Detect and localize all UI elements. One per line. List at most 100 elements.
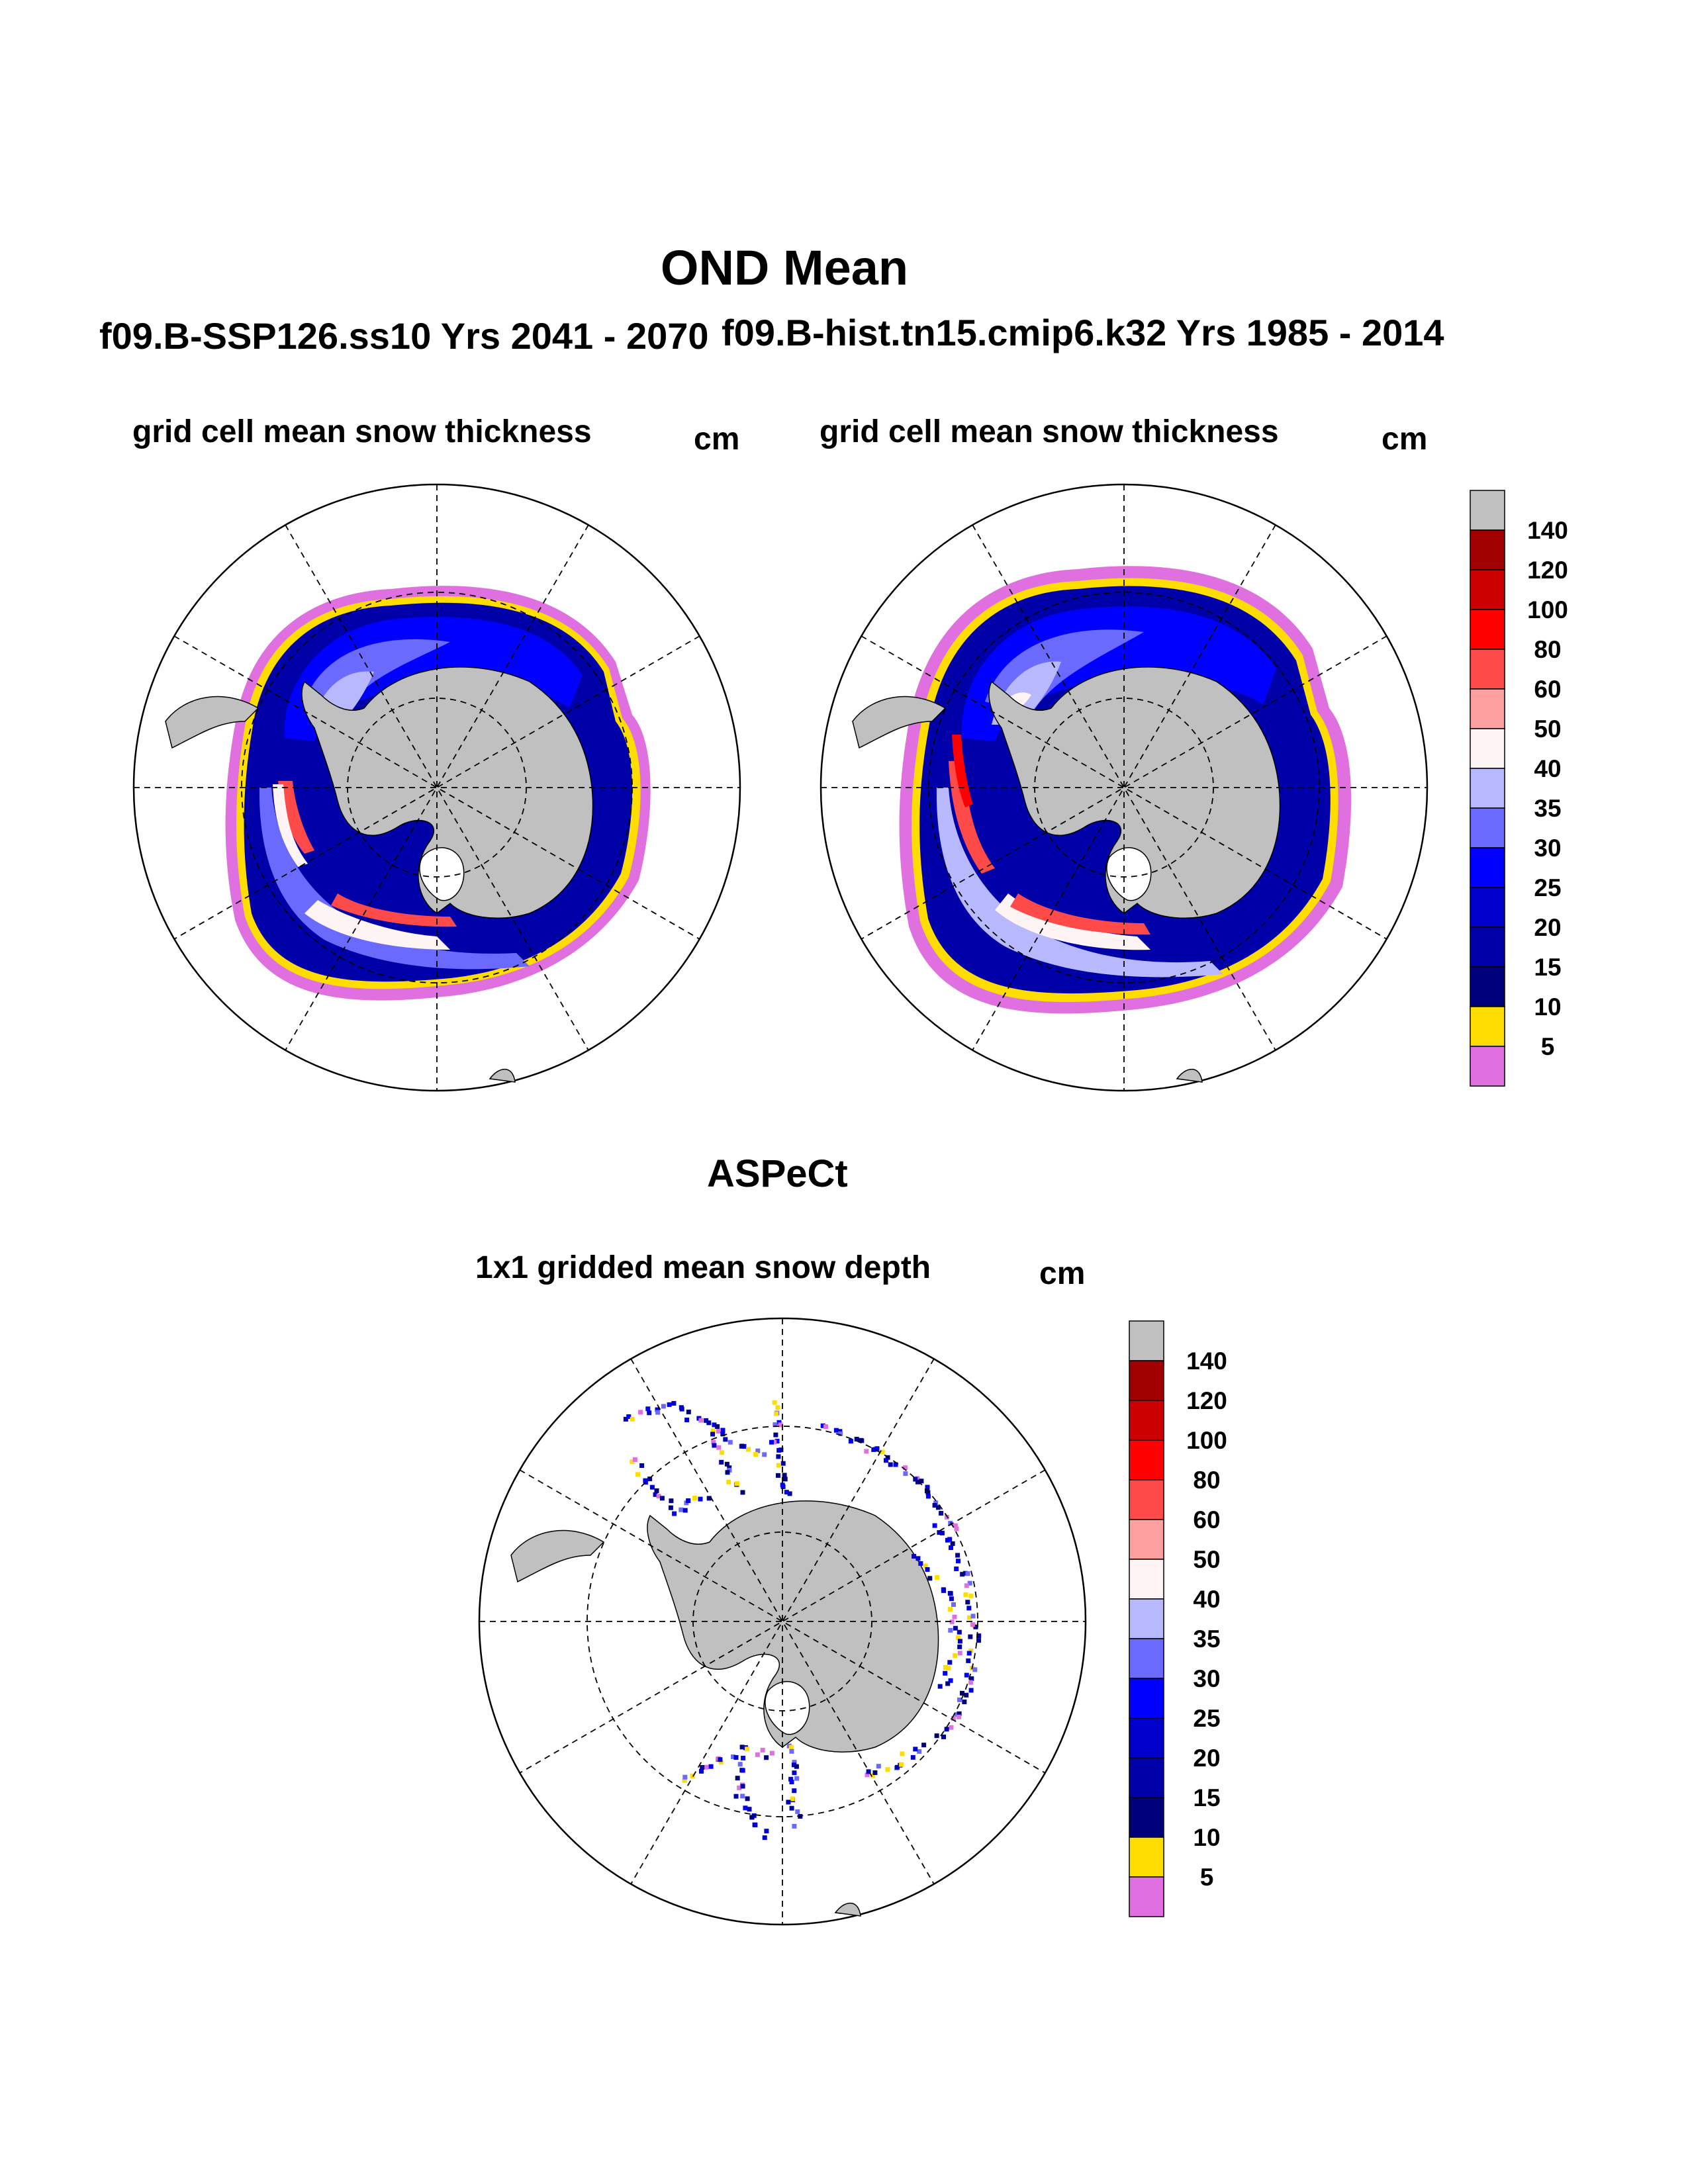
observation-cell (655, 1407, 660, 1412)
observation-cell (739, 1745, 745, 1750)
observation-cell (704, 1418, 709, 1423)
observation-cell (686, 1498, 691, 1503)
observation-cell (873, 1447, 878, 1452)
observation-cell (963, 1592, 968, 1598)
observation-cell (964, 1583, 969, 1588)
observation-cell (719, 1450, 724, 1455)
colorbar-swatch (1129, 1320, 1164, 1361)
observation-cell (895, 1764, 900, 1770)
observation-cell (746, 1447, 751, 1452)
colorbar-swatch (1129, 1717, 1164, 1758)
observation-cell (727, 1465, 732, 1471)
observation-cell (951, 1716, 956, 1721)
observation-cell (655, 1410, 661, 1415)
observation-cell (948, 1520, 953, 1525)
panel-left-units: cm (694, 422, 740, 457)
observation-cell (682, 1778, 687, 1783)
colorbar-swatch (1470, 609, 1505, 650)
colorbar-label: 40 (1193, 1586, 1220, 1613)
observation-cell (823, 1424, 828, 1430)
graticule (479, 1318, 1086, 1925)
observation-cell (698, 1418, 704, 1423)
observation-cell (764, 1755, 769, 1760)
observation-cell (647, 1410, 652, 1416)
colorbar-top: 140 120 100 80 60 50 40 35 30 25 20 15 10 5 (1470, 490, 1568, 1087)
observation-cell (949, 1596, 954, 1602)
observation-cell (669, 1498, 674, 1504)
observation-cell (718, 1760, 724, 1765)
observation-cell (919, 1479, 924, 1484)
colorbar-label: 120 (1186, 1387, 1227, 1414)
graticule (134, 484, 740, 1091)
observation-cell (773, 1432, 778, 1437)
observation-cell (953, 1523, 958, 1528)
observation-cell (864, 1449, 869, 1454)
observation-cell (690, 1773, 695, 1778)
panel-right-run-title: f09.B-hist.tn15.cmip6.k32 Yrs 1985 - 201… (722, 312, 1444, 353)
observation-cell (923, 1563, 928, 1569)
antarctica-landmass (510, 1500, 939, 1917)
observation-cell (956, 1635, 961, 1640)
observation-cell (762, 1452, 767, 1457)
observation-cell (769, 1751, 774, 1756)
colorbar-swatch (1129, 1837, 1164, 1878)
observation-cell (838, 1431, 843, 1436)
colorbar-swatch (1470, 688, 1505, 729)
observation-cell (915, 1479, 920, 1484)
observation-cell (734, 1481, 739, 1486)
observation-cell (957, 1629, 962, 1635)
observation-cell (966, 1658, 971, 1663)
observation-cell (638, 1410, 643, 1415)
ship-observation-tracks (623, 1400, 982, 1841)
observation-cell (884, 1458, 888, 1463)
observation-cell (941, 1734, 946, 1739)
observation-cell (692, 1496, 697, 1501)
colorbar-label: 40 (1534, 755, 1561, 782)
observation-cell (932, 1523, 937, 1528)
colorbar-swatch (1129, 1638, 1164, 1679)
observation-cell (960, 1572, 965, 1577)
observation-cell (718, 1757, 723, 1762)
observation-cell (762, 1835, 767, 1841)
observation-cell (706, 1496, 712, 1501)
observation-cell (865, 1772, 870, 1778)
observation-cell (720, 1432, 726, 1437)
colorbar-swatch (1129, 1598, 1164, 1639)
colorbar-label: 30 (1193, 1665, 1220, 1692)
observation-cell (753, 1452, 759, 1457)
colorbar-label: 120 (1527, 557, 1568, 584)
observation-cell (912, 1554, 917, 1559)
observation-cell (716, 1445, 722, 1450)
colorbar-swatch (1470, 490, 1505, 531)
observation-cell (789, 1749, 794, 1754)
observation-cell (774, 1439, 780, 1443)
observation-cell (935, 1505, 941, 1510)
observation-cell (686, 1409, 691, 1414)
observation-cell (653, 1492, 658, 1497)
observation-cell (789, 1805, 794, 1811)
observation-cell (700, 1765, 705, 1770)
observation-cell (753, 1823, 758, 1827)
observation-cell (682, 1508, 688, 1513)
observation-cell (630, 1459, 635, 1465)
colorbar-label: 140 (1527, 517, 1568, 544)
observation-cell (970, 1622, 975, 1627)
colorbar-swatch (1129, 1559, 1164, 1600)
observation-cell (632, 1457, 637, 1462)
colorbar-label: 5 (1200, 1864, 1214, 1891)
observation-cell (745, 1747, 749, 1752)
observation-cell (731, 1754, 735, 1759)
observation-cell (780, 1461, 786, 1466)
observation-cell (945, 1681, 951, 1686)
colorbar-swatch (1470, 887, 1505, 928)
observation-cell (957, 1711, 962, 1716)
observation-cell (788, 1776, 794, 1782)
observation-cell (866, 1769, 871, 1774)
observation-cell (659, 1496, 665, 1501)
observation-cell (726, 1479, 731, 1484)
observation-cell (760, 1747, 765, 1752)
colorbar-label: 60 (1193, 1506, 1220, 1533)
colorbar-swatch (1129, 1678, 1164, 1719)
colorbar-swatch (1470, 569, 1505, 610)
observation-cell (710, 1432, 716, 1437)
